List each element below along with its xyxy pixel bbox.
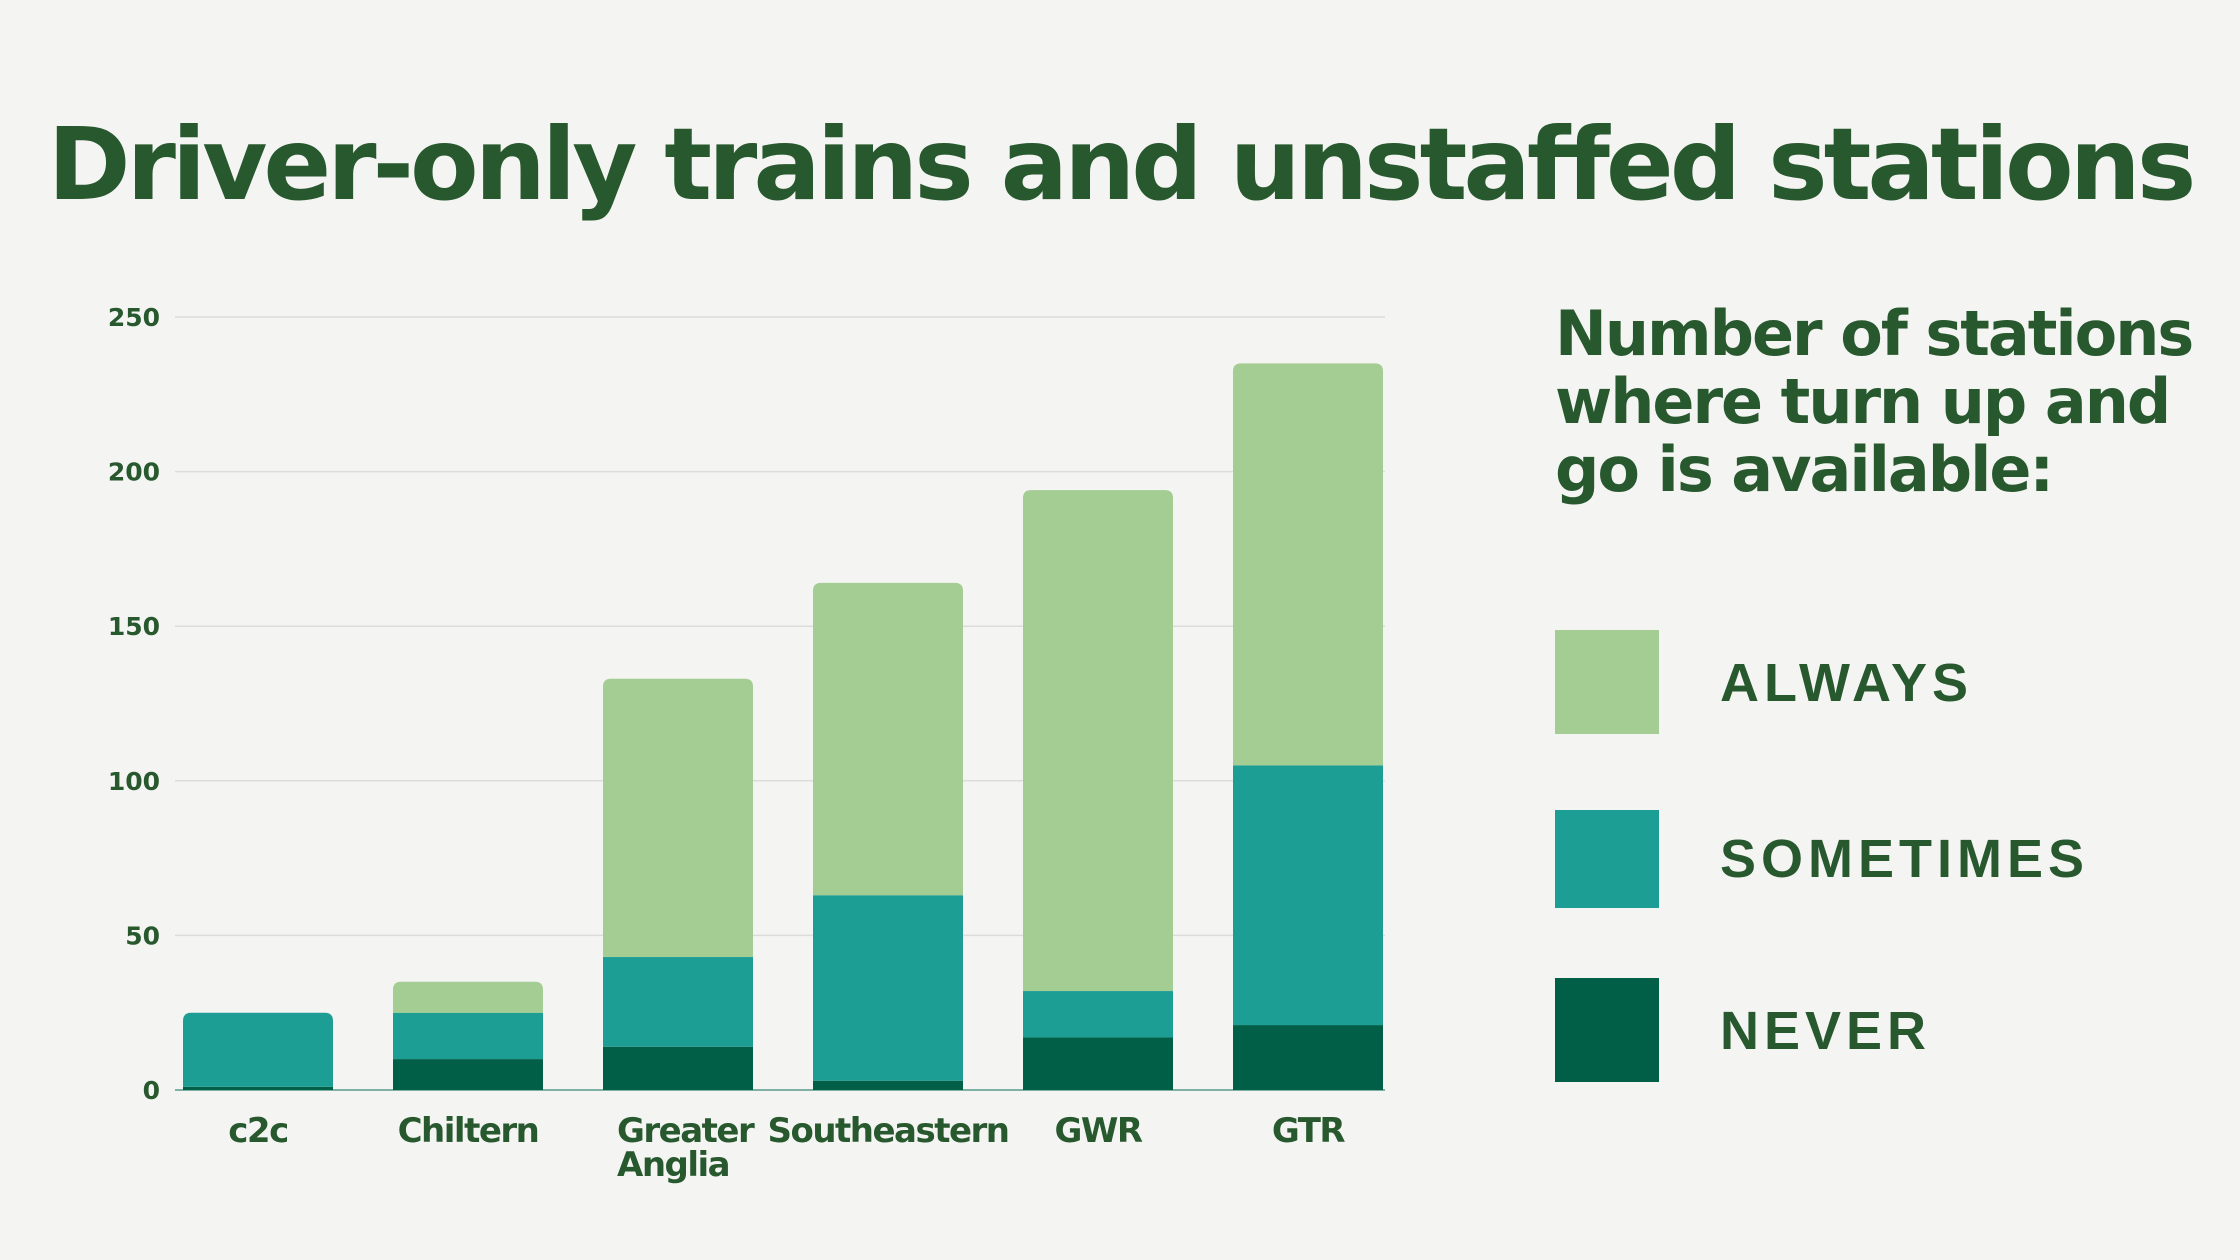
legend-swatch-sometimes: [1555, 810, 1659, 908]
x-tick-label: Greater Anglia: [617, 1111, 755, 1185]
page-title: Driver-only trains and unstaffed station…: [47, 106, 2197, 223]
bar-segment-never: [1233, 1025, 1383, 1090]
bar-segment-never: [393, 1059, 543, 1090]
y-tick-label: 250: [108, 303, 160, 332]
legend-label-sometimes: SOMETIMES: [1720, 829, 2090, 889]
bar-segment-sometimes: [813, 895, 963, 1081]
y-tick-label: 0: [143, 1076, 160, 1105]
y-tick-label: 50: [125, 921, 160, 950]
x-tick-label: c2c: [228, 1111, 287, 1151]
x-tick-label: GTR: [1272, 1111, 1346, 1151]
bar-segment-never: [813, 1080, 963, 1090]
y-tick-label: 150: [108, 612, 160, 641]
legend-label-never: NEVER: [1720, 1001, 1932, 1061]
bar-segment-always: [393, 981, 543, 1013]
bar-segment-never: [1023, 1037, 1173, 1090]
legend-swatch-always: [1555, 630, 1659, 734]
bar-segment-always: [1023, 490, 1173, 992]
x-tick-label: Southeastern: [767, 1111, 1008, 1151]
y-tick-label: 200: [108, 458, 160, 487]
legend-title: Number of stations where turn up and go …: [1555, 297, 2194, 506]
bar-segment-sometimes: [603, 957, 753, 1047]
bar-segment-sometimes: [1023, 991, 1173, 1038]
y-tick-label: 100: [108, 767, 160, 796]
x-tick-label: GWR: [1054, 1111, 1142, 1151]
legend-label-always: ALWAYS: [1720, 653, 1974, 713]
bar-segment-always: [813, 582, 963, 896]
legend-swatch-never: [1555, 978, 1659, 1082]
x-tick-label: Chiltern: [398, 1111, 539, 1151]
bar-segment-sometimes: [183, 1012, 333, 1087]
bar-segment-sometimes: [1233, 765, 1383, 1026]
bar-segment-sometimes: [393, 1012, 543, 1060]
bar-segment-never: [603, 1046, 753, 1090]
bar-segment-never: [183, 1086, 333, 1090]
bar-segment-always: [603, 678, 753, 958]
bar-segment-always: [1233, 363, 1383, 766]
stacked-bar-chart: 0 50 100 150 200 250 c2c Chiltern Greater Anglia S…: [108, 303, 1385, 1185]
